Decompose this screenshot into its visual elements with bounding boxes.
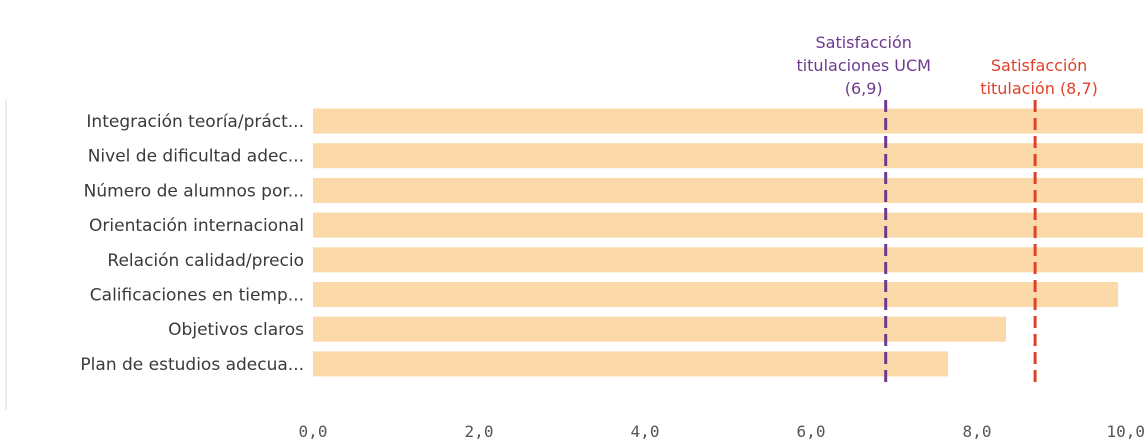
x-tick-label-4: 6,0 [797,422,826,441]
x-tick-labels-layer: 0,0 2,0 4,0 6,0 8,0 10,0 [299,422,1145,441]
category-labels-layer: Integración teoría/práct... Nivel de difi… [80,112,304,375]
bar-2 [313,143,1143,169]
category-label-3: Número de alumnos por... [84,181,304,201]
x-tick-label-1: 0,0 [299,422,328,441]
category-label-4: Orientación internacional [89,216,304,236]
reference-line-2-label-2: titulación (8,7) [980,79,1098,98]
x-tick-label-5: 8,0 [963,422,992,441]
bars-layer [313,108,1143,377]
bar-7 [313,316,1006,342]
x-tick-label-2: 2,0 [465,422,494,441]
category-label-7: Objetivos claros [168,320,304,340]
bar-1 [313,108,1143,134]
category-label-2: Nivel de dificultad adec... [88,147,304,167]
category-label-1: Integración teoría/práct... [86,112,304,132]
bar-4 [313,212,1143,238]
bar-8 [313,351,948,377]
category-label-5: Relación calidad/precio [107,251,304,271]
reference-lines-layer: Satisfacción titulaciones UCM (6,9) Satisfa… [796,33,1098,383]
bar-3 [313,177,1143,203]
x-tick-label-3: 4,0 [631,422,660,441]
reference-line-1-label-2: titulaciones UCM [796,56,931,75]
bar-6 [313,282,1119,307]
reference-line-1-label-3: (6,9) [845,79,883,98]
reference-line-1-label-1: Satisfacción [815,33,911,52]
x-tick-label-6: 10,0 [1106,422,1145,441]
bar-5 [313,247,1143,273]
category-label-8: Plan de estudios adecua... [80,355,304,375]
reference-line-2-label-1: Satisfacción [991,56,1087,75]
category-label-6: Calificaciones en tiemp... [90,286,304,306]
